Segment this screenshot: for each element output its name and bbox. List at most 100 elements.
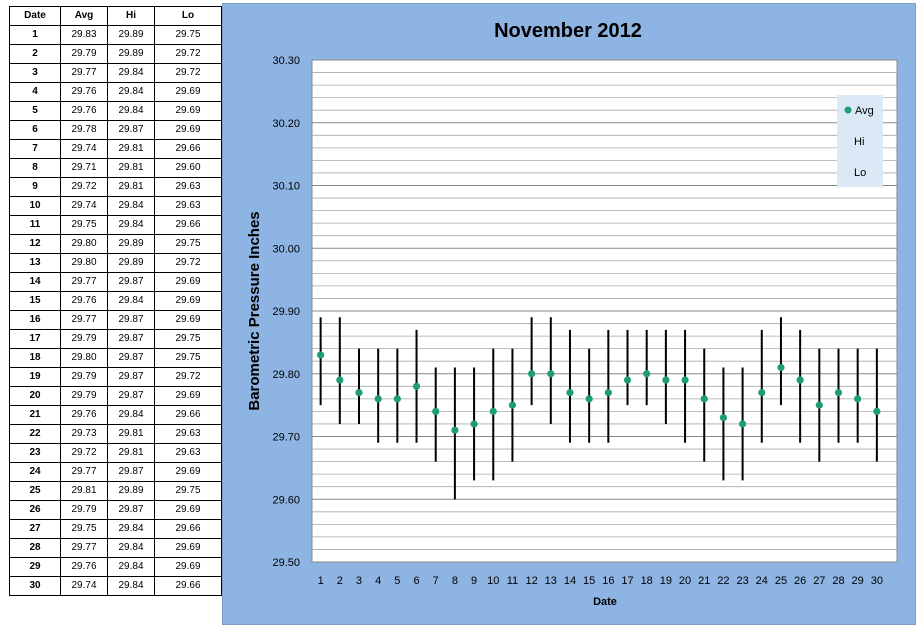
avg-point bbox=[451, 426, 459, 434]
lo-cell: 29.63 bbox=[154, 443, 222, 463]
avg-point bbox=[528, 370, 536, 378]
avg-point bbox=[662, 376, 670, 384]
x-tick-label: 13 bbox=[545, 575, 557, 587]
table-row: 2 29.79 29.89 29.72 bbox=[9, 44, 222, 64]
lo-cell: 29.69 bbox=[154, 462, 222, 482]
y-axis-label: Barometric Pressure Inches bbox=[246, 211, 263, 410]
x-tick-label: 12 bbox=[525, 575, 537, 587]
date-cell: 5 bbox=[9, 101, 61, 121]
table-row: 9 29.72 29.81 29.63 bbox=[9, 177, 222, 197]
table-row: 4 29.76 29.84 29.69 bbox=[9, 82, 222, 102]
x-tick-label: 20 bbox=[679, 575, 691, 587]
lo-cell: 29.69 bbox=[154, 120, 222, 140]
avg-cell: 29.79 bbox=[60, 367, 108, 387]
table-row: 24 29.77 29.87 29.69 bbox=[9, 462, 222, 482]
avg-cell: 29.77 bbox=[60, 310, 108, 330]
avg-point bbox=[432, 407, 440, 415]
date-cell: 11 bbox=[9, 215, 61, 235]
avg-cell: 29.77 bbox=[60, 63, 108, 83]
avg-points bbox=[317, 351, 881, 434]
y-tick-label: 30.00 bbox=[272, 243, 300, 255]
y-tick-label: 30.30 bbox=[272, 55, 300, 67]
chart-panel: November 2012 29.50 29.60 29.70 29.80 29.90 3… bbox=[222, 3, 916, 625]
y-tick-label: 29.50 bbox=[272, 557, 300, 569]
avg-cell: 29.80 bbox=[60, 348, 108, 368]
date-cell: 24 bbox=[9, 462, 61, 482]
lo-cell: 29.69 bbox=[154, 101, 222, 121]
hi-cell: 29.84 bbox=[107, 405, 155, 425]
date-cell: 18 bbox=[9, 348, 61, 368]
hi-cell: 29.84 bbox=[107, 82, 155, 102]
x-tick-label: 11 bbox=[507, 575, 518, 587]
legend-item-hi: Hi bbox=[854, 136, 864, 148]
avg-point bbox=[738, 420, 747, 428]
lo-cell: 29.69 bbox=[154, 557, 222, 577]
avg-cell: 29.72 bbox=[60, 443, 108, 463]
lo-cell: 29.75 bbox=[154, 25, 222, 45]
lo-cell: 29.66 bbox=[154, 576, 222, 596]
table-body: 1 29.83 29.89 29.75 2 29.79 29.89 29.72 3 29.77 29… bbox=[9, 25, 222, 596]
lo-cell: 29.69 bbox=[154, 272, 222, 292]
avg-cell: 29.77 bbox=[60, 272, 108, 292]
table-row: 10 29.74 29.84 29.63 bbox=[9, 196, 222, 216]
avg-cell: 29.74 bbox=[60, 576, 108, 596]
avg-point bbox=[604, 388, 612, 397]
lo-cell: 29.72 bbox=[154, 253, 222, 273]
table-row: 11 29.75 29.84 29.66 bbox=[9, 215, 222, 235]
date-cell: 4 bbox=[9, 82, 61, 102]
date-cell: 2 bbox=[9, 44, 61, 64]
avg-point bbox=[374, 395, 382, 403]
chart-title: November 2012 bbox=[494, 20, 642, 42]
hi-cell: 29.84 bbox=[107, 63, 155, 83]
date-cell: 7 bbox=[9, 139, 61, 159]
table-row: 12 29.80 29.89 29.75 bbox=[9, 234, 222, 254]
x-tick-label: 17 bbox=[621, 575, 633, 587]
y-tick-label: 29.90 bbox=[272, 306, 300, 318]
avg-cell: 29.79 bbox=[60, 329, 108, 349]
table-row: 16 29.77 29.87 29.69 bbox=[9, 310, 222, 330]
lo-cell: 29.69 bbox=[154, 538, 222, 558]
hi-cell: 29.87 bbox=[107, 367, 155, 387]
table-row: 14 29.77 29.87 29.69 bbox=[9, 272, 222, 292]
table-row: 22 29.73 29.81 29.63 bbox=[9, 424, 222, 444]
date-cell: 28 bbox=[9, 538, 61, 558]
hi-cell: 29.89 bbox=[107, 44, 155, 64]
y-tick-label: 29.80 bbox=[272, 369, 300, 381]
avg-point bbox=[796, 376, 804, 384]
hi-cell: 29.81 bbox=[107, 139, 155, 159]
table-row: 21 29.76 29.84 29.66 bbox=[9, 405, 222, 425]
avg-cell: 29.75 bbox=[60, 215, 108, 235]
date-cell: 30 bbox=[9, 576, 61, 596]
avg-point bbox=[412, 382, 421, 390]
column-header-hi: Hi bbox=[107, 6, 155, 26]
hi-cell: 29.87 bbox=[107, 462, 155, 482]
date-cell: 23 bbox=[9, 443, 61, 463]
avg-cell: 29.76 bbox=[60, 405, 108, 425]
x-tick-label: 18 bbox=[641, 575, 653, 587]
lo-cell: 29.66 bbox=[154, 215, 222, 235]
x-tick-label: 26 bbox=[794, 575, 806, 587]
avg-cell: 29.73 bbox=[60, 424, 108, 444]
y-tick-label: 30.10 bbox=[272, 181, 300, 193]
x-tick-label: 21 bbox=[698, 575, 710, 587]
x-axis-label: Date bbox=[593, 596, 617, 608]
hi-cell: 29.84 bbox=[107, 557, 155, 577]
lo-cell: 29.72 bbox=[154, 63, 222, 83]
lo-cell: 29.66 bbox=[154, 405, 222, 425]
date-cell: 19 bbox=[9, 367, 61, 387]
date-cell: 17 bbox=[9, 329, 61, 349]
avg-point bbox=[585, 395, 593, 403]
date-cell: 1 bbox=[9, 25, 61, 45]
date-cell: 14 bbox=[9, 272, 61, 292]
table-row: 7 29.74 29.81 29.66 bbox=[9, 139, 222, 159]
avg-point bbox=[777, 363, 785, 372]
avg-cell: 29.76 bbox=[60, 291, 108, 311]
table-row: 18 29.80 29.87 29.75 bbox=[9, 348, 222, 368]
avg-cell: 29.72 bbox=[60, 177, 108, 197]
hi-cell: 29.87 bbox=[107, 386, 155, 406]
hi-cell: 29.87 bbox=[107, 310, 155, 330]
avg-cell: 29.79 bbox=[60, 44, 108, 64]
hi-cell: 29.84 bbox=[107, 576, 155, 596]
grid-layer bbox=[312, 72, 897, 550]
x-tick-label: 2 bbox=[337, 575, 343, 587]
